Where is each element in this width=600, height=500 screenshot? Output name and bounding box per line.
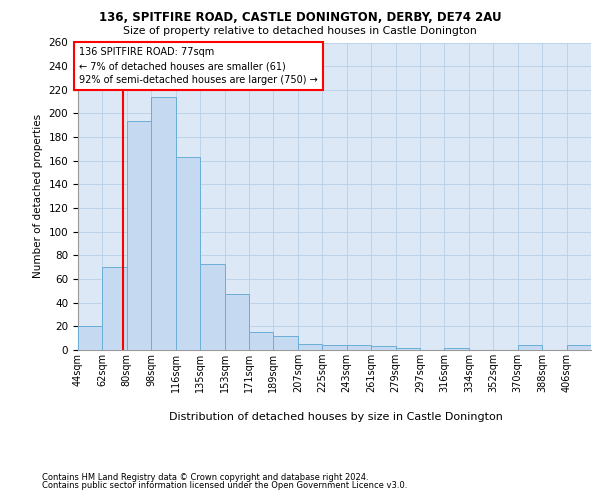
Bar [322,346,347,350]
Bar [127,120,151,350]
Bar [78,326,103,350]
Bar [224,294,249,350]
Bar [274,336,298,350]
Bar [103,267,127,350]
Bar [518,346,542,350]
Text: 136, SPITFIRE ROAD, CASTLE DONINGTON, DERBY, DE74 2AU: 136, SPITFIRE ROAD, CASTLE DONINGTON, DE… [98,11,502,24]
Bar [151,97,176,350]
Text: Distribution of detached houses by size in Castle Donington: Distribution of detached houses by size … [169,412,503,422]
Bar [200,264,224,350]
Bar [395,348,420,350]
Y-axis label: Number of detached properties: Number of detached properties [33,114,43,278]
Bar [176,157,200,350]
Text: Size of property relative to detached houses in Castle Donington: Size of property relative to detached ho… [123,26,477,36]
Text: 136 SPITFIRE ROAD: 77sqm
← 7% of detached houses are smaller (61)
92% of semi-de: 136 SPITFIRE ROAD: 77sqm ← 7% of detache… [79,47,318,85]
Bar [298,344,322,350]
Text: Contains public sector information licensed under the Open Government Licence v3: Contains public sector information licen… [42,481,407,490]
Bar [371,346,395,350]
Bar [347,346,371,350]
Text: Contains HM Land Registry data © Crown copyright and database right 2024.: Contains HM Land Registry data © Crown c… [42,472,368,482]
Bar [445,348,469,350]
Bar [249,332,274,350]
Bar [566,346,591,350]
